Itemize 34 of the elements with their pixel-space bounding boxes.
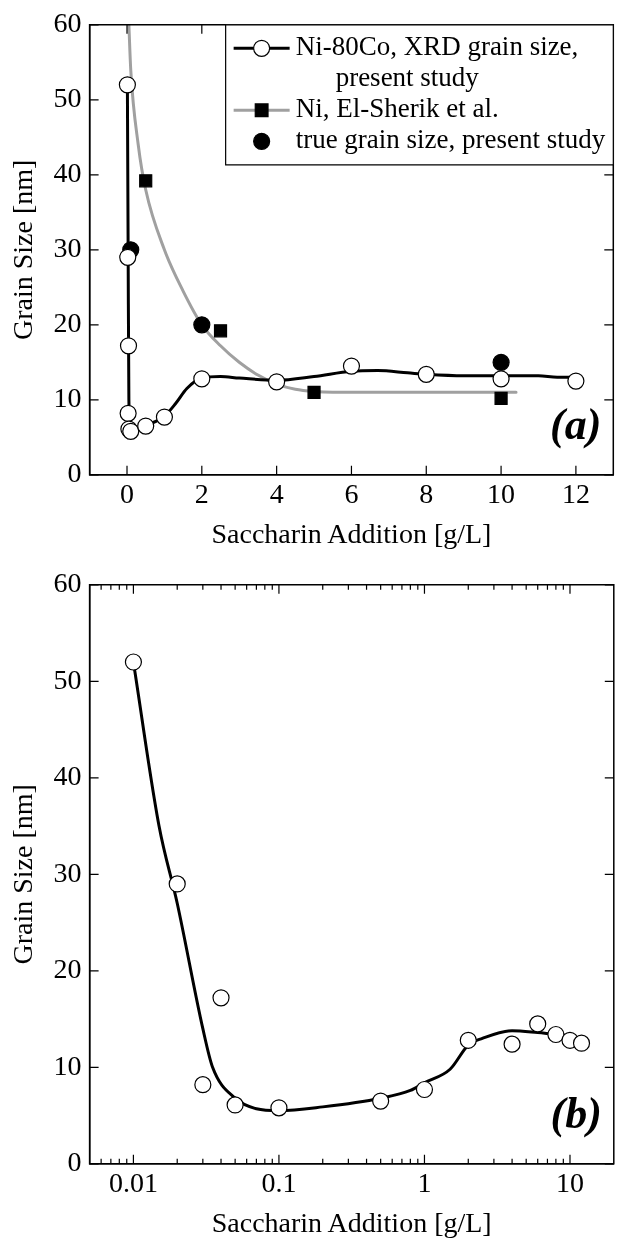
x-tick-label: 4 [269, 477, 284, 509]
y-tick-label: 40 [53, 157, 82, 189]
x-axis-title: Saccharin Addition [g/L] [211, 1206, 492, 1238]
annotation: (b) [550, 1088, 602, 1138]
y-tick-label: 10 [53, 382, 82, 414]
y-tick-label: 20 [53, 953, 82, 985]
y-tick-label: 50 [53, 663, 82, 695]
y-tick-label: 60 [53, 567, 82, 599]
legend-label: Ni-80Co, XRD grain size, present study [295, 31, 579, 93]
x-tick-label: 6 [344, 477, 359, 509]
annotation: (a) [549, 399, 602, 449]
x-tick-label: 10 [487, 477, 516, 509]
x-tick-label: 8 [419, 477, 434, 509]
y-tick-label: 0 [67, 457, 82, 489]
y-tick-label: 50 [53, 82, 82, 114]
x-tick-label: 0.01 [108, 1166, 158, 1198]
legend-label: true grain size, present study [295, 124, 606, 155]
y-tick-label: 30 [53, 856, 82, 888]
x-tick-label: 10 [555, 1166, 584, 1198]
x-tick-label: 2 [194, 477, 209, 509]
x-tick-label: 1 [417, 1166, 432, 1198]
y-tick-label: 0 [67, 1146, 82, 1178]
x-tick-label: 0.1 [261, 1166, 297, 1198]
x-tick-label: 12 [561, 477, 590, 509]
x-axis-title: Saccharin Addition [g/L] [211, 517, 492, 549]
x-tick-label: 0 [120, 477, 135, 509]
y-tick-label: 20 [53, 307, 82, 339]
y-tick-label: 30 [53, 232, 82, 264]
y-tick-label: 40 [53, 760, 82, 792]
y-tick-label: 60 [53, 7, 82, 39]
y-axis-title: Grain Size [nm] [7, 159, 39, 340]
y-axis-title: Grain Size [nm] [7, 784, 39, 965]
legend-label: Ni, El-Sherik et al. [295, 93, 499, 124]
y-tick-label: 10 [53, 1049, 82, 1081]
